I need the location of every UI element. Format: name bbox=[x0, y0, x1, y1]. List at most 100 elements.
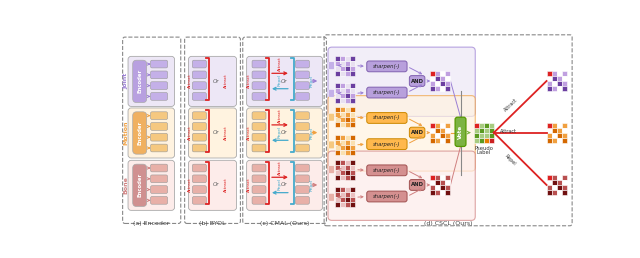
Bar bbox=[562, 76, 566, 81]
Bar bbox=[552, 190, 557, 195]
Bar bbox=[345, 71, 350, 76]
Bar bbox=[340, 175, 345, 180]
Text: Vote: Vote bbox=[458, 125, 463, 139]
Bar bbox=[445, 123, 451, 128]
FancyBboxPatch shape bbox=[296, 164, 309, 172]
FancyBboxPatch shape bbox=[150, 186, 168, 194]
Bar bbox=[547, 71, 552, 76]
Bar bbox=[350, 83, 355, 88]
Bar bbox=[350, 197, 355, 202]
Bar bbox=[445, 71, 451, 76]
FancyBboxPatch shape bbox=[252, 82, 266, 90]
Text: Attract: Attract bbox=[224, 178, 228, 192]
FancyBboxPatch shape bbox=[328, 151, 476, 220]
Bar bbox=[335, 170, 340, 175]
Bar bbox=[474, 133, 479, 138]
Bar bbox=[435, 185, 440, 190]
Bar bbox=[552, 133, 557, 138]
Text: sharpen(-): sharpen(-) bbox=[373, 142, 401, 147]
FancyBboxPatch shape bbox=[410, 180, 425, 190]
Bar bbox=[435, 86, 440, 91]
FancyBboxPatch shape bbox=[150, 175, 168, 183]
FancyBboxPatch shape bbox=[296, 112, 309, 119]
Bar bbox=[345, 66, 350, 71]
Bar bbox=[335, 56, 340, 61]
Text: sharpen(-): sharpen(-) bbox=[373, 116, 401, 120]
Bar bbox=[557, 71, 562, 76]
FancyBboxPatch shape bbox=[132, 164, 147, 206]
FancyBboxPatch shape bbox=[150, 82, 168, 90]
Text: Encoder: Encoder bbox=[137, 120, 142, 145]
Bar bbox=[440, 86, 445, 91]
Bar bbox=[335, 192, 340, 197]
Bar bbox=[350, 175, 355, 180]
Bar bbox=[435, 190, 440, 195]
Bar bbox=[345, 122, 350, 127]
Bar bbox=[435, 180, 440, 185]
Text: Or: Or bbox=[280, 78, 287, 84]
FancyBboxPatch shape bbox=[189, 56, 237, 106]
Bar bbox=[435, 123, 440, 128]
FancyBboxPatch shape bbox=[296, 93, 309, 100]
Bar bbox=[345, 159, 350, 165]
Bar bbox=[335, 165, 340, 170]
Bar bbox=[350, 98, 355, 103]
FancyBboxPatch shape bbox=[193, 82, 206, 90]
FancyBboxPatch shape bbox=[252, 164, 266, 172]
Text: Attract: Attract bbox=[247, 74, 251, 88]
Text: (c) CMAL (Ours): (c) CMAL (Ours) bbox=[260, 221, 309, 226]
Bar bbox=[340, 98, 345, 103]
Text: sharpen(-): sharpen(-) bbox=[373, 194, 401, 199]
Bar bbox=[547, 180, 552, 185]
FancyBboxPatch shape bbox=[296, 123, 309, 130]
Bar bbox=[345, 98, 350, 103]
Bar bbox=[350, 56, 355, 61]
Bar bbox=[340, 159, 345, 165]
Bar bbox=[552, 123, 557, 128]
Bar bbox=[479, 133, 484, 138]
Bar bbox=[350, 93, 355, 98]
Bar bbox=[345, 165, 350, 170]
Bar bbox=[335, 71, 340, 76]
Bar bbox=[474, 123, 479, 128]
Text: Repel: Repel bbox=[278, 126, 282, 138]
Bar bbox=[552, 175, 557, 180]
Bar bbox=[340, 61, 345, 66]
Bar bbox=[474, 128, 479, 133]
Bar bbox=[335, 150, 340, 155]
Bar bbox=[350, 122, 355, 127]
Bar bbox=[340, 150, 345, 155]
FancyBboxPatch shape bbox=[132, 112, 147, 154]
FancyBboxPatch shape bbox=[189, 108, 237, 158]
Text: Attract: Attract bbox=[224, 74, 228, 88]
Bar bbox=[440, 175, 445, 180]
Bar bbox=[430, 190, 435, 195]
Bar bbox=[479, 123, 484, 128]
FancyBboxPatch shape bbox=[367, 165, 407, 176]
Bar bbox=[350, 107, 355, 112]
Text: Pseudo: Pseudo bbox=[474, 146, 493, 151]
Bar bbox=[557, 175, 562, 180]
Bar bbox=[557, 180, 562, 185]
FancyBboxPatch shape bbox=[336, 62, 341, 69]
Bar bbox=[335, 98, 340, 103]
FancyBboxPatch shape bbox=[193, 93, 206, 100]
Bar bbox=[435, 133, 440, 138]
Bar bbox=[340, 140, 345, 145]
Bar bbox=[440, 138, 445, 143]
FancyBboxPatch shape bbox=[193, 144, 206, 152]
Text: Attract: Attract bbox=[247, 125, 251, 140]
Bar bbox=[430, 76, 435, 81]
Bar bbox=[340, 56, 345, 61]
Text: Or: Or bbox=[212, 130, 219, 135]
FancyBboxPatch shape bbox=[367, 191, 407, 202]
Bar bbox=[440, 185, 445, 190]
FancyBboxPatch shape bbox=[150, 164, 168, 172]
Bar bbox=[345, 192, 350, 197]
Bar bbox=[440, 133, 445, 138]
Bar bbox=[350, 135, 355, 140]
Text: Attract: Attract bbox=[188, 125, 192, 140]
FancyBboxPatch shape bbox=[329, 194, 334, 201]
FancyBboxPatch shape bbox=[329, 166, 334, 173]
Text: Encoder: Encoder bbox=[137, 69, 142, 93]
